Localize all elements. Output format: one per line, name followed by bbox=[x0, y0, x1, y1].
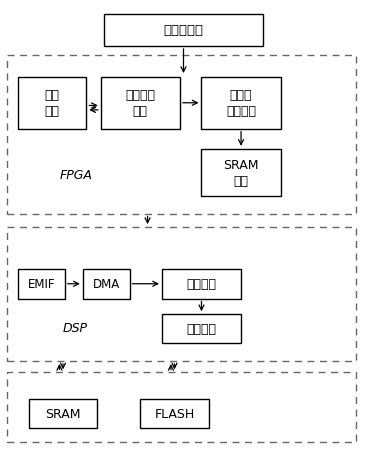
Text: SRAM: SRAM bbox=[45, 407, 81, 420]
Bar bbox=[201, 149, 281, 196]
Bar bbox=[201, 78, 281, 129]
Text: 图像处理: 图像处理 bbox=[186, 278, 217, 291]
Bar bbox=[7, 56, 356, 214]
Bar bbox=[162, 314, 241, 344]
Text: 模糊算法: 模糊算法 bbox=[186, 323, 217, 335]
Bar bbox=[140, 399, 209, 428]
Text: FPGA: FPGA bbox=[59, 168, 92, 182]
Bar bbox=[83, 270, 130, 299]
Text: 图像采集
模块: 图像采集 模块 bbox=[126, 89, 155, 118]
Text: EMIF: EMIF bbox=[28, 278, 55, 291]
Text: 图像传感器: 图像传感器 bbox=[164, 25, 203, 37]
Bar bbox=[18, 78, 86, 129]
Bar bbox=[104, 15, 263, 47]
Text: SRAM
模块: SRAM 模块 bbox=[223, 158, 259, 187]
Text: 图像
缓存: 图像 缓存 bbox=[45, 89, 60, 118]
Text: 数据预
处理模块: 数据预 处理模块 bbox=[226, 89, 256, 118]
Bar bbox=[7, 372, 356, 441]
Bar bbox=[7, 228, 356, 361]
Bar bbox=[162, 270, 241, 299]
Text: DMA: DMA bbox=[92, 278, 120, 291]
Text: FLASH: FLASH bbox=[155, 407, 195, 420]
Bar bbox=[29, 399, 97, 428]
Text: DSP: DSP bbox=[63, 321, 88, 334]
Bar bbox=[18, 270, 65, 299]
Bar bbox=[101, 78, 180, 129]
